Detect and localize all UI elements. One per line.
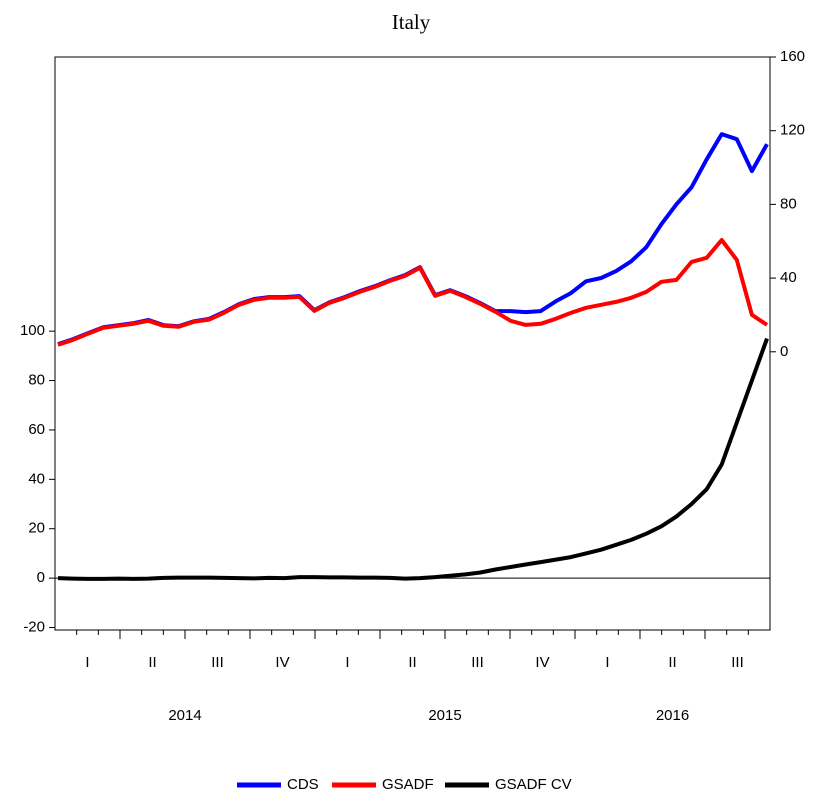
y-tick-label: 20	[28, 520, 45, 537]
y-tick-label: 60	[28, 421, 45, 438]
y-tick-label: -20	[23, 618, 45, 635]
y2-tick-label: 80	[780, 195, 797, 212]
legend-label: CDS	[287, 776, 319, 793]
y2-tick-label: 0	[780, 343, 788, 360]
legend-label: GSADF	[382, 776, 434, 793]
x-tick-label: II	[148, 654, 156, 671]
year-label: 2016	[656, 707, 689, 724]
x-tick-label: II	[408, 654, 416, 671]
y-tick-label: 80	[28, 372, 45, 389]
y2-tick-label: 120	[780, 122, 805, 139]
series-line	[57, 238, 769, 347]
chart-title: Italy	[392, 10, 431, 34]
y2-tick-label: 160	[780, 48, 805, 65]
legend-label: GSADF CV	[495, 776, 572, 793]
x-tick-label: III	[211, 654, 224, 671]
x-tick-label: I	[345, 654, 349, 671]
x-tick-label: III	[471, 654, 484, 671]
y2-tick-label: 40	[780, 269, 797, 286]
x-tick-label: I	[85, 654, 89, 671]
x-tick-label: III	[731, 654, 744, 671]
year-label: 2015	[428, 707, 461, 724]
series-line	[57, 132, 769, 347]
year-label: 2014	[168, 707, 201, 724]
x-tick-label: II	[668, 654, 676, 671]
x-tick-label: IV	[535, 654, 549, 671]
x-tick-label: IV	[275, 654, 289, 671]
y-tick-label: 40	[28, 470, 45, 487]
series-line	[57, 337, 769, 581]
x-tick-label: I	[605, 654, 609, 671]
plot-frame	[54, 56, 771, 631]
y-tick-label: 100	[20, 322, 45, 339]
y-tick-label: 0	[37, 569, 45, 586]
